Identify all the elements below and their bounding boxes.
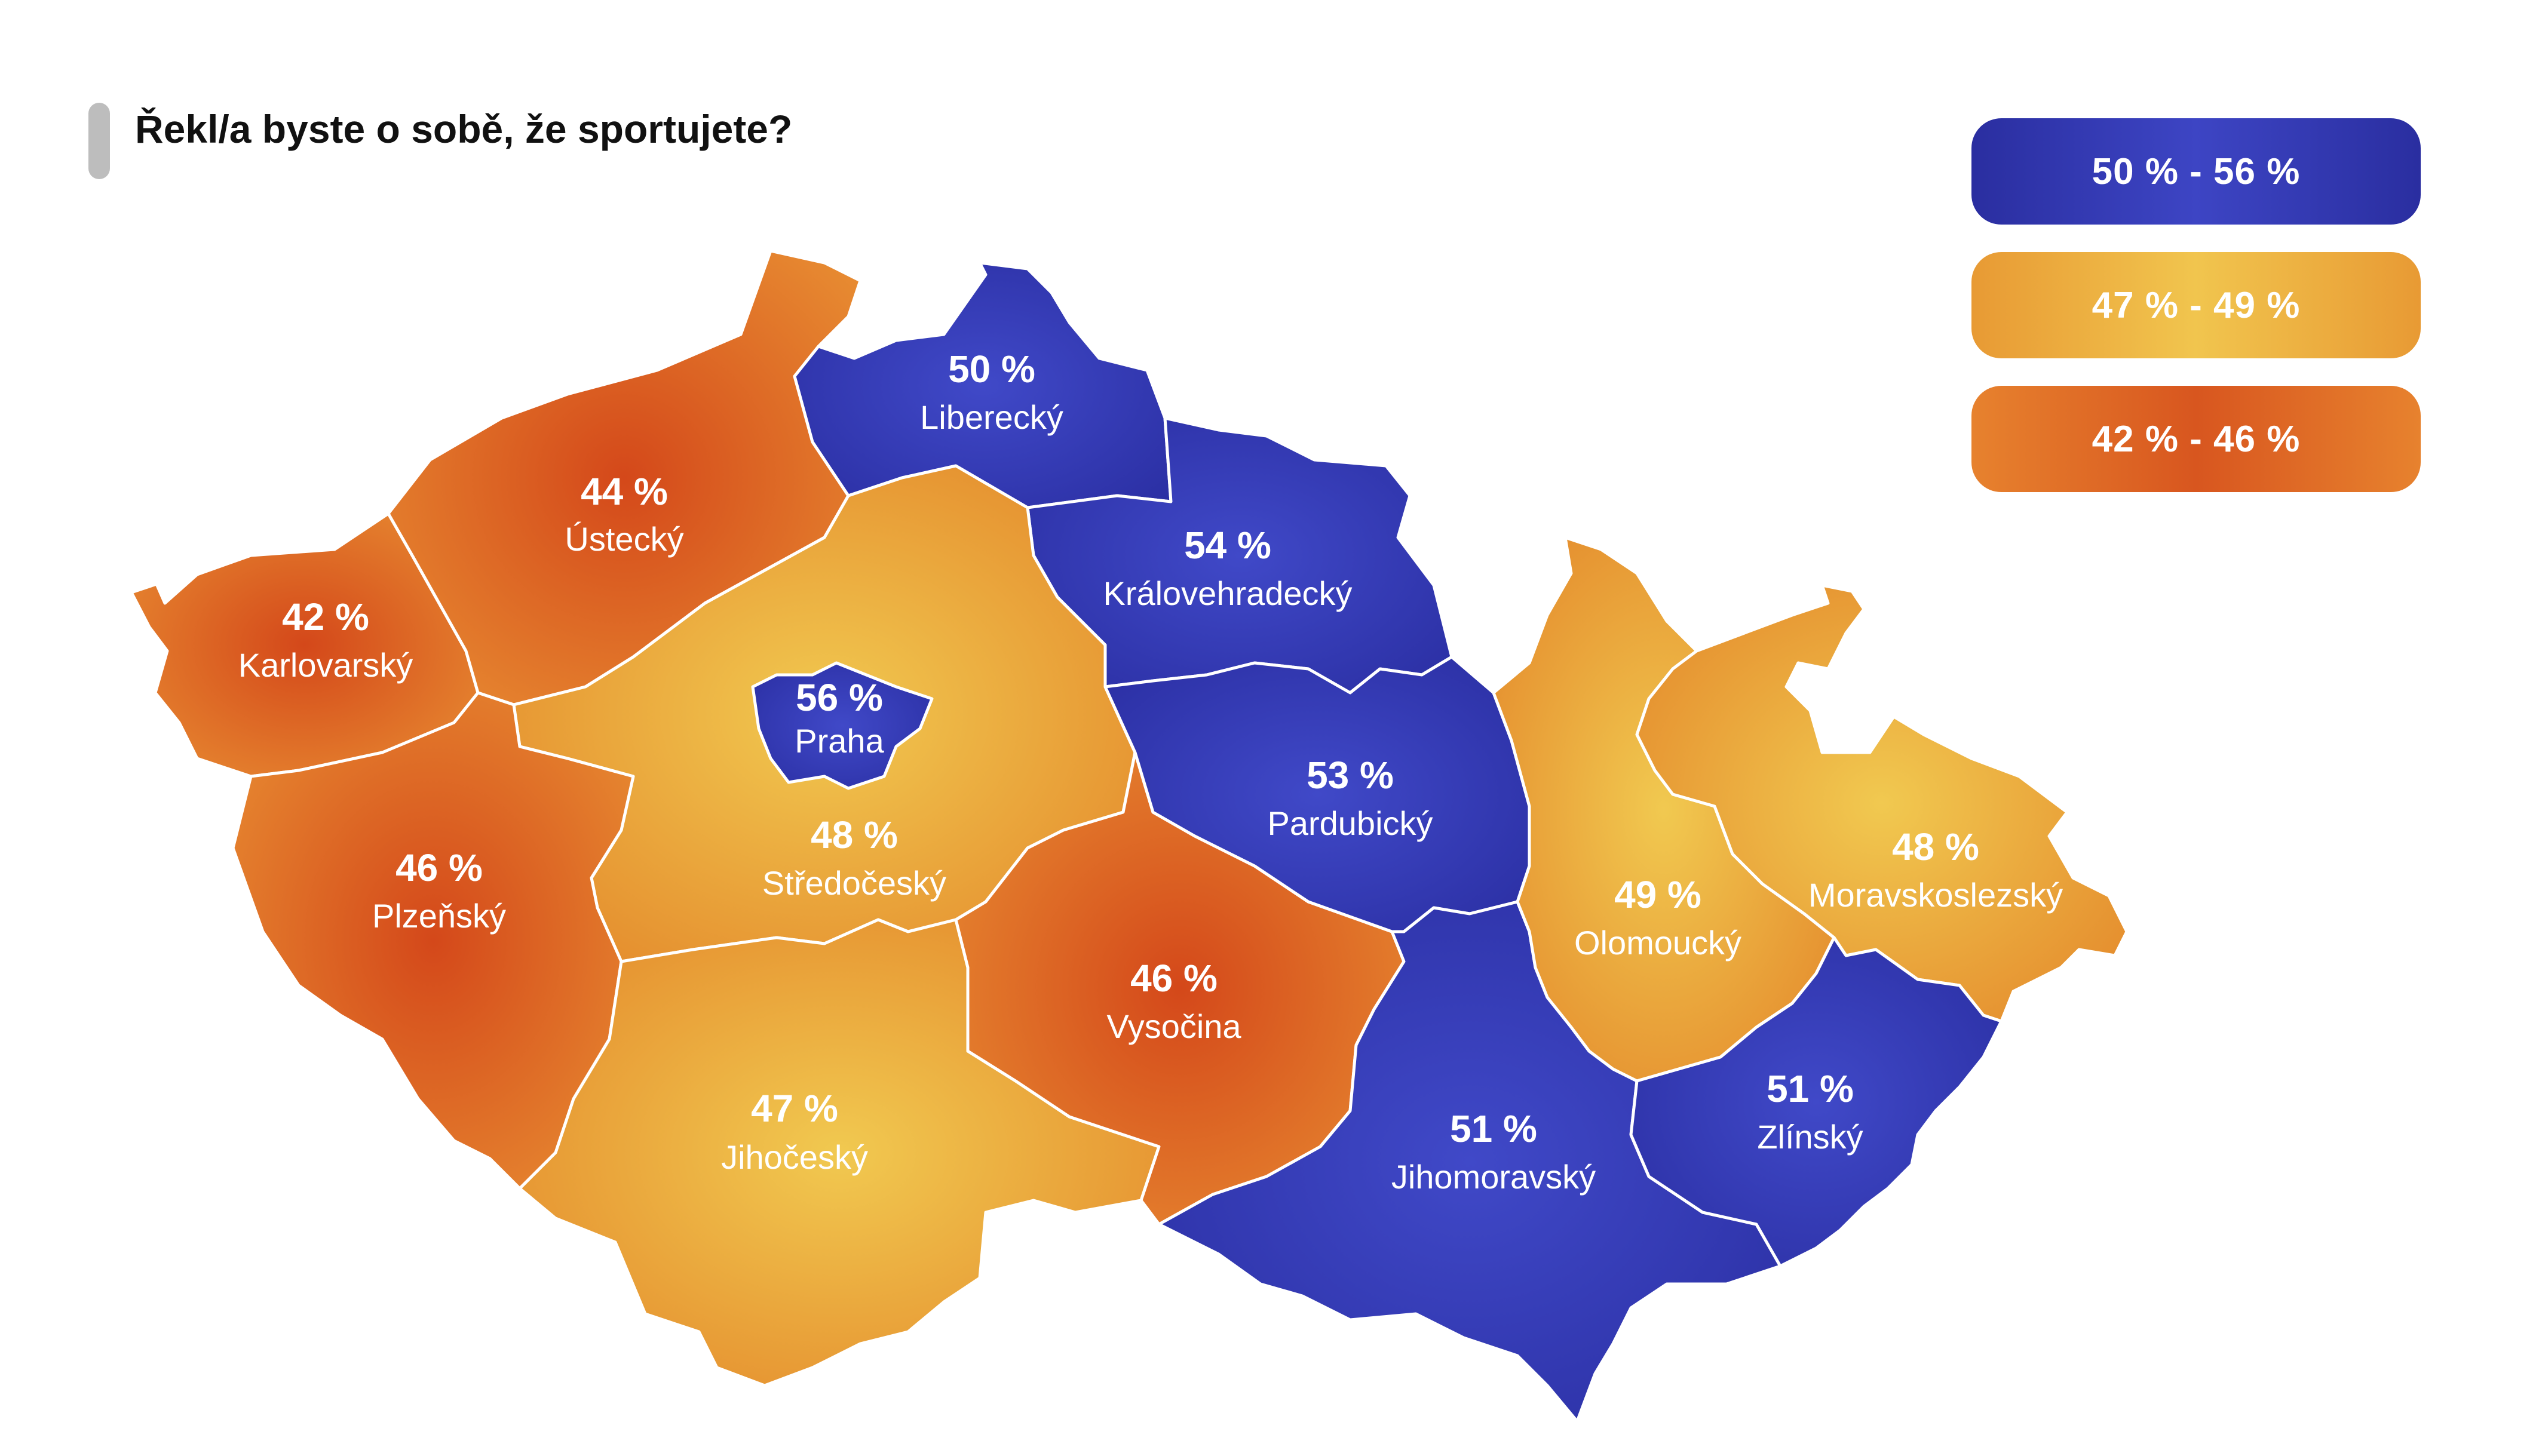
region-name: Olomoucký: [1574, 924, 1741, 962]
region-name: Zlínský: [1757, 1118, 1863, 1156]
region-value: 56 %: [796, 676, 883, 719]
region-moravskoslezsky[interactable]: 48 % Moravskoslezský: [1635, 583, 2129, 1023]
region-value: 42 %: [282, 595, 369, 638]
region-value: 53 %: [1307, 754, 1394, 797]
region-name: Liberecký: [920, 398, 1063, 436]
region-value: 48 %: [811, 813, 898, 856]
region-name: Ústecký: [565, 520, 683, 558]
region-name: Praha: [795, 722, 884, 760]
region-value: 50 %: [948, 348, 1035, 391]
region-value: 49 %: [1614, 873, 1701, 916]
title-accent-bar: [88, 103, 110, 179]
legend-item-mid: 47 % - 49 %: [1971, 252, 2421, 358]
region-praha[interactable]: 56 % Praha: [751, 661, 934, 790]
region-value: 51 %: [1767, 1067, 1854, 1110]
region-name: Jihomoravský: [1391, 1158, 1596, 1196]
region-value: 46 %: [1130, 957, 1218, 1000]
region-value: 51 %: [1450, 1107, 1537, 1150]
region-name: Královehradecký: [1103, 575, 1352, 612]
region-name: Moravskoslezský: [1808, 876, 2063, 914]
region-name: Středočeský: [762, 864, 946, 902]
region-value: 47 %: [751, 1087, 838, 1130]
page-title: Řekl/a byste o sobě, že sportujete?: [135, 107, 793, 151]
region-liberecky[interactable]: 50 % Liberecký: [793, 261, 1173, 509]
region-olomoucky[interactable]: 49 % Olomoucký: [1492, 536, 1836, 1083]
region-name: Pardubický: [1267, 804, 1433, 842]
region-name: Karlovarský: [238, 646, 413, 684]
region-name: Vysočina: [1106, 1007, 1241, 1045]
region-value: 48 %: [1892, 825, 1979, 868]
region-value: 44 %: [581, 470, 668, 513]
region-zlinsky[interactable]: 51 % Zlínský: [1629, 936, 2003, 1268]
region-jihocesky[interactable]: 47 % Jihočeský: [518, 918, 1161, 1387]
region-name: Jihočeský: [721, 1138, 868, 1176]
region-plzensky[interactable]: 46 % Plzeňský: [231, 691, 635, 1190]
region-name: Plzeňský: [372, 897, 506, 935]
region-value: 46 %: [395, 846, 483, 889]
region-value: 54 %: [1184, 524, 1271, 567]
legend-item-high: 50 % - 56 %: [1971, 118, 2421, 225]
legend-item-low: 42 % - 46 %: [1971, 386, 2421, 492]
legend: 50 % - 56 % 47 % - 49 % 42 % - 46 %: [1971, 118, 2421, 520]
region-ustecky[interactable]: 44 % Ústecký: [387, 249, 862, 707]
